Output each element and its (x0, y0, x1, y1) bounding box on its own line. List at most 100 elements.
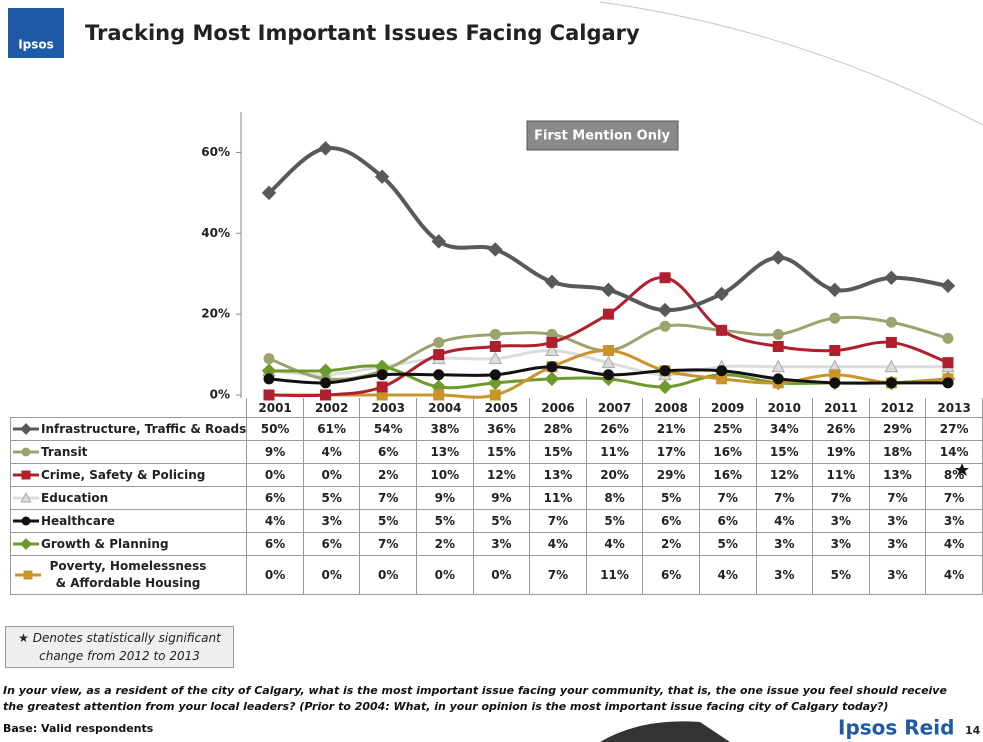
value-label: 7% (812, 486, 870, 510)
value-label: 7% (359, 532, 418, 556)
cell: Poverty, Homelessness & Affordable Housi… (9, 555, 248, 595)
cell: Healthcare (9, 509, 248, 533)
point (659, 272, 671, 284)
value-label: 7% (868, 486, 927, 510)
y-tick-label: 20% (201, 307, 230, 321)
value-label: 5% (416, 509, 474, 533)
point (716, 365, 728, 377)
value-label: 0% (472, 555, 531, 595)
value-label: 54% (359, 417, 418, 441)
x-tick-label: 2010 (755, 398, 814, 418)
point (829, 377, 841, 389)
point (546, 361, 558, 373)
legend-swatch (13, 492, 39, 503)
cell: Crime, Safety & Policing (9, 463, 248, 487)
point (885, 377, 897, 389)
point (827, 282, 843, 298)
point (942, 332, 954, 344)
value-label: 0% (302, 555, 361, 595)
value-label: 21% (642, 417, 700, 441)
x-tick-label: 2009 (698, 398, 757, 418)
value-label: 28% (529, 417, 587, 441)
value-label: 4% (529, 532, 587, 556)
value-label: 5% (698, 532, 757, 556)
legend-swatch (13, 538, 39, 551)
point (602, 308, 614, 320)
cell: Transit (9, 440, 248, 464)
point (489, 340, 501, 352)
value-label: 5% (302, 486, 361, 510)
table-row: Crime, Safety & Policing 0% 0% 2% 10% 12% 13% 2… (9, 463, 983, 487)
value-label: 5% (359, 509, 418, 533)
point (657, 302, 673, 318)
value-label: 13% (868, 463, 927, 487)
value-label: 16% (698, 440, 757, 464)
value-label: 15% (529, 440, 587, 464)
point (431, 234, 446, 249)
value-label: 9% (246, 440, 304, 464)
point (657, 379, 673, 395)
point (433, 349, 445, 361)
value-label: 8% (925, 463, 983, 487)
legend-marker (20, 492, 32, 503)
value-label: 0% (246, 463, 304, 487)
value-label: 3% (302, 509, 361, 533)
value-label: 3% (868, 509, 927, 533)
value-label: 11% (812, 463, 870, 487)
point (940, 278, 956, 294)
point (829, 312, 841, 324)
point (261, 185, 277, 201)
y-tick-label: 60% (201, 145, 230, 159)
value-label: 27% (925, 417, 983, 441)
value-label: 25% (698, 417, 757, 441)
x-tick-label: 2011 (812, 398, 870, 418)
x-tick-label: 2006 (529, 398, 587, 418)
point (602, 369, 614, 381)
value-label: 61% (302, 417, 361, 441)
x-tick-label: 2012 (868, 398, 927, 418)
legend-swatch (13, 516, 39, 526)
value-label: 4% (585, 532, 644, 556)
value-label: 29% (868, 417, 927, 441)
legend-swatch (15, 570, 41, 580)
point (488, 375, 503, 391)
value-label: 16% (698, 463, 757, 487)
point (488, 351, 503, 365)
value-label: 0% (246, 555, 304, 595)
cell: Infrastructure, Traffic & Roads (9, 417, 248, 441)
table-row: 2001 2002 2003 2004 2005 2006 2007 2008 2009 2010… (10, 398, 983, 418)
point (263, 353, 275, 365)
legend-swatch (13, 423, 39, 436)
point (263, 373, 275, 385)
point (884, 359, 899, 373)
value-label: 2% (359, 463, 418, 487)
point (376, 381, 388, 393)
value-label: 11% (585, 555, 644, 595)
cell: Growth & Planning (9, 532, 248, 556)
point (659, 320, 671, 332)
legend-marker (20, 538, 32, 551)
legend-label: Growth & Planning (41, 536, 169, 551)
value-label: 7% (755, 486, 814, 510)
value-label: 11% (585, 440, 644, 464)
value-label: 9% (472, 486, 531, 510)
point (320, 377, 332, 389)
value-label: 26% (812, 417, 870, 441)
legend-label: Transit (41, 444, 88, 459)
legend-marker (21, 516, 31, 526)
point (545, 343, 559, 357)
value-label: 8% (585, 486, 644, 510)
value-label: 9% (416, 486, 474, 510)
value-label: 3% (812, 509, 870, 533)
table-row: Poverty, Homelessness & Affordable Housi… (9, 555, 983, 595)
x-tick-label: 2008 (642, 398, 700, 418)
value-label: 4% (698, 555, 757, 595)
legend-marker (20, 423, 32, 436)
value-label: 12% (755, 463, 814, 487)
value-label: 38% (416, 417, 474, 441)
value-label: 15% (472, 440, 531, 464)
legend-label: Infrastructure, Traffic & Roads (41, 421, 247, 436)
value-label: 50% (246, 417, 304, 441)
value-label: 7% (359, 486, 418, 510)
chart-title: Tracking Most Important Issues Facing Ca… (85, 21, 640, 45)
